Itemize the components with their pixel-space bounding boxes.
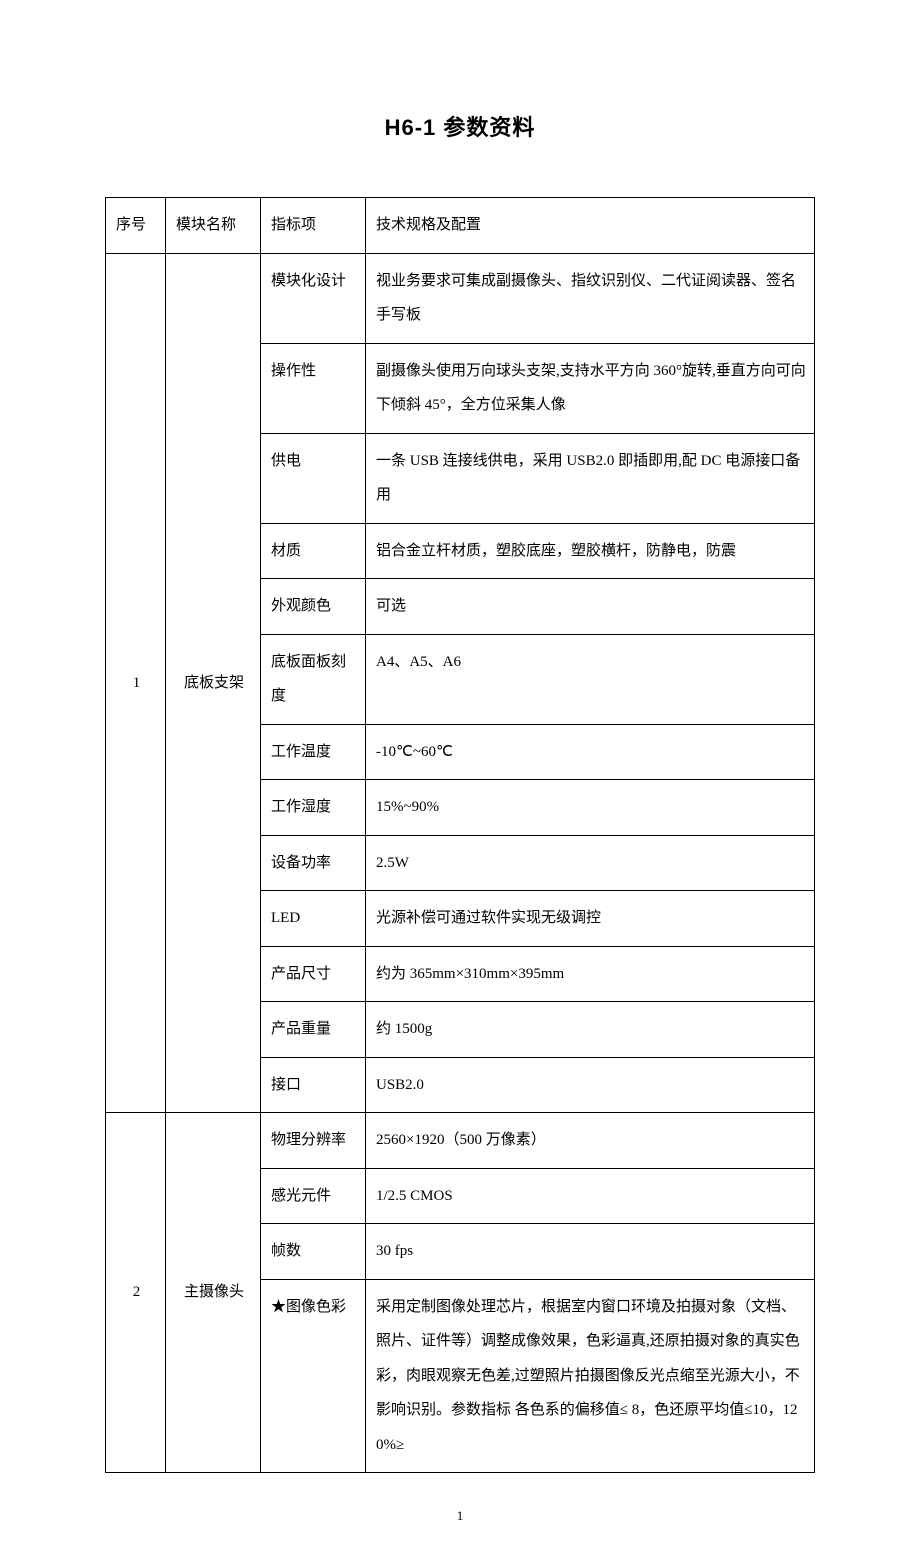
spec-cell: 30 fps <box>366 1224 815 1280</box>
spec-cell: 2.5W <box>366 835 815 891</box>
table-header-row: 序号模块名称指标项技术规格及配置 <box>106 198 815 254</box>
spec-cell: 15%~90% <box>366 780 815 836</box>
indicator-cell: LED <box>261 891 366 947</box>
seq-cell: 1 <box>106 253 166 1113</box>
indicator-cell: 物理分辨率 <box>261 1113 366 1169</box>
indicator-cell: 底板面板刻度 <box>261 634 366 724</box>
page-title: H6-1 参数资料 <box>105 110 815 142</box>
spec-cell: -10℃~60℃ <box>366 724 815 780</box>
indicator-cell: 产品重量 <box>261 1002 366 1058</box>
spec-cell: A4、A5、A6 <box>366 634 815 724</box>
module-cell: 底板支架 <box>166 253 261 1113</box>
indicator-cell: ★图像色彩 <box>261 1279 366 1473</box>
indicator-cell: 工作温度 <box>261 724 366 780</box>
indicator-cell: 设备功率 <box>261 835 366 891</box>
page-number: 1 <box>105 1508 815 1524</box>
header-indicator: 指标项 <box>261 198 366 254</box>
table-row: 2主摄像头物理分辨率2560×1920（500 万像素） <box>106 1113 815 1169</box>
indicator-cell: 帧数 <box>261 1224 366 1280</box>
spec-cell: 采用定制图像处理芯片，根据室内窗口环境及拍摄对象（文档、照片、证件等）调整成像效… <box>366 1279 815 1473</box>
spec-cell: 1/2.5 CMOS <box>366 1168 815 1224</box>
spec-cell: 一条 USB 连接线供电，采用 USB2.0 即插即用,配 DC 电源接口备用 <box>366 433 815 523</box>
header-module: 模块名称 <box>166 198 261 254</box>
indicator-cell: 供电 <box>261 433 366 523</box>
spec-cell: 铝合金立杆材质，塑胶底座，塑胶横杆，防静电，防震 <box>366 523 815 579</box>
spec-cell: 视业务要求可集成副摄像头、指纹识别仪、二代证阅读器、签名手写板 <box>366 253 815 343</box>
spec-cell: 光源补偿可通过软件实现无级调控 <box>366 891 815 947</box>
spec-cell: 副摄像头使用万向球头支架,支持水平方向 360°旋转,垂直方向可向下倾斜 45°… <box>366 343 815 433</box>
table-row: 1底板支架模块化设计视业务要求可集成副摄像头、指纹识别仪、二代证阅读器、签名手写… <box>106 253 815 343</box>
header-seq: 序号 <box>106 198 166 254</box>
indicator-cell: 操作性 <box>261 343 366 433</box>
document-page: H6-1 参数资料 序号模块名称指标项技术规格及配置1底板支架模块化设计视业务要… <box>0 0 920 1564</box>
indicator-cell: 外观颜色 <box>261 579 366 635</box>
indicator-cell: 产品尺寸 <box>261 946 366 1002</box>
spec-cell: 约 1500g <box>366 1002 815 1058</box>
spec-cell: 可选 <box>366 579 815 635</box>
spec-cell: 约为 365mm×310mm×395mm <box>366 946 815 1002</box>
seq-cell: 2 <box>106 1113 166 1473</box>
indicator-cell: 材质 <box>261 523 366 579</box>
spec-table: 序号模块名称指标项技术规格及配置1底板支架模块化设计视业务要求可集成副摄像头、指… <box>105 197 815 1473</box>
header-spec: 技术规格及配置 <box>366 198 815 254</box>
indicator-cell: 接口 <box>261 1057 366 1113</box>
module-cell: 主摄像头 <box>166 1113 261 1473</box>
indicator-cell: 感光元件 <box>261 1168 366 1224</box>
spec-cell: USB2.0 <box>366 1057 815 1113</box>
indicator-cell: 工作湿度 <box>261 780 366 836</box>
indicator-cell: 模块化设计 <box>261 253 366 343</box>
spec-cell: 2560×1920（500 万像素） <box>366 1113 815 1169</box>
